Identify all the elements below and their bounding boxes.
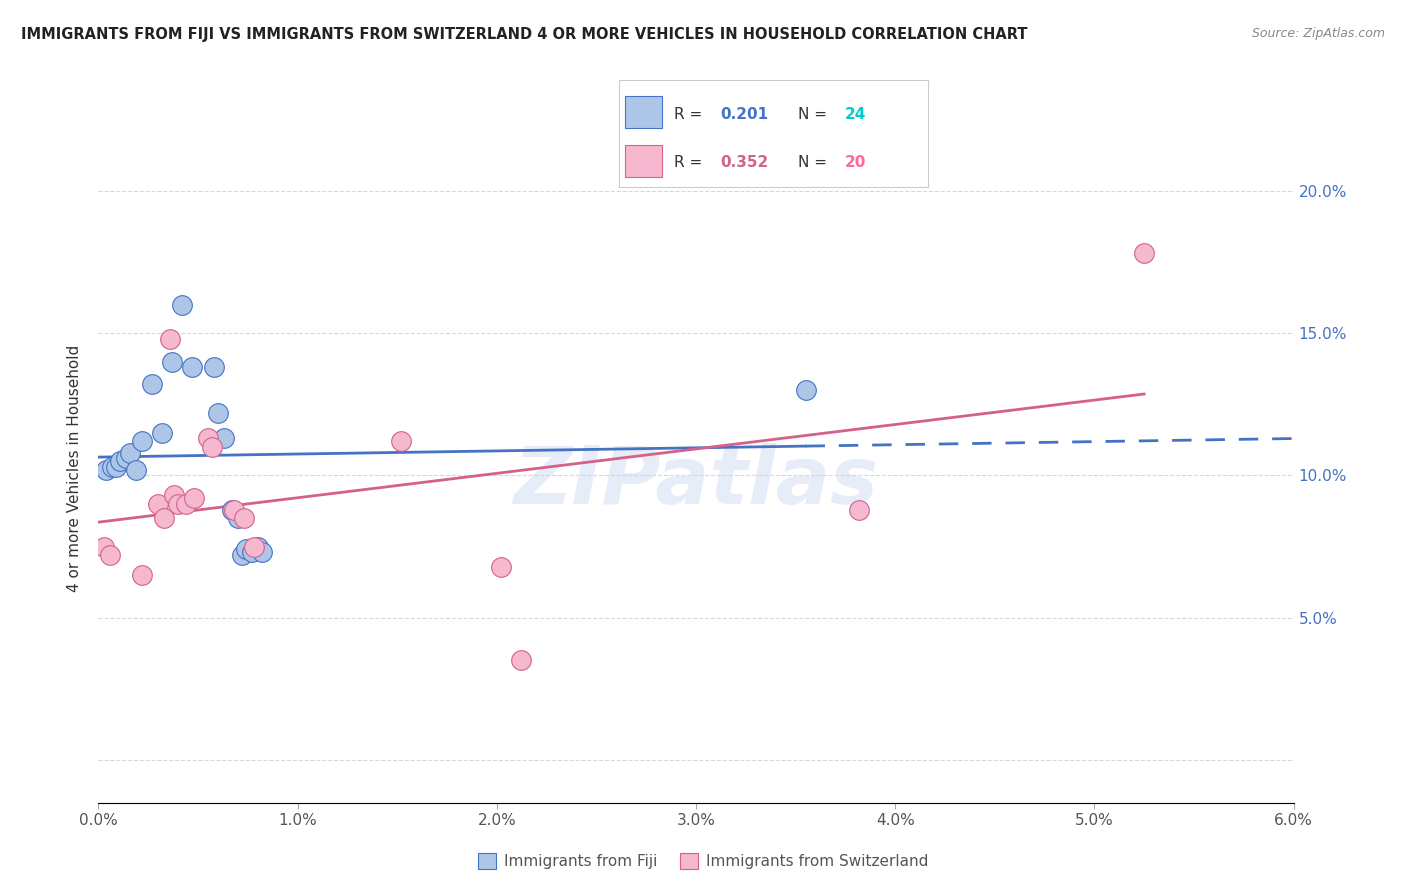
FancyBboxPatch shape [624,96,662,128]
Text: IMMIGRANTS FROM FIJI VS IMMIGRANTS FROM SWITZERLAND 4 OR MORE VEHICLES IN HOUSEH: IMMIGRANTS FROM FIJI VS IMMIGRANTS FROM … [21,27,1028,42]
Point [235,542,257,557]
Text: 24: 24 [845,107,866,122]
Point [1133,246,1156,260]
Point [212,431,235,445]
Text: ZIPatlas: ZIPatlas [513,442,879,521]
Point [489,559,512,574]
FancyBboxPatch shape [624,145,662,177]
Point [141,377,163,392]
Point [115,451,138,466]
Point [197,431,219,445]
Point [231,548,253,562]
Point [110,454,132,468]
Point [131,434,153,449]
Point [243,540,266,554]
Point [250,545,273,559]
Point [246,540,269,554]
Point [159,332,181,346]
Point [222,502,245,516]
Point [105,459,128,474]
Legend: Immigrants from Fiji, Immigrants from Switzerland: Immigrants from Fiji, Immigrants from Sw… [471,847,935,875]
Text: R =: R = [675,107,707,122]
Point [240,545,263,559]
Point [389,434,412,449]
Point [120,445,142,459]
Point [96,463,118,477]
Point [93,540,115,554]
Point [207,406,229,420]
Text: Source: ZipAtlas.com: Source: ZipAtlas.com [1251,27,1385,40]
Point [226,511,249,525]
Point [163,488,186,502]
Point [794,383,817,397]
Point [174,497,197,511]
Point [201,440,224,454]
Point [232,511,254,525]
Point [150,425,173,440]
Text: R =: R = [675,155,707,170]
Point [172,297,194,311]
Point [101,459,124,474]
Point [181,360,204,375]
Point [167,497,190,511]
Text: 20: 20 [845,155,866,170]
Point [848,502,870,516]
Text: N =: N = [799,155,832,170]
Text: 0.352: 0.352 [721,155,769,170]
Point [202,360,225,375]
Point [125,463,148,477]
Point [221,502,243,516]
Point [509,653,531,667]
Y-axis label: 4 or more Vehicles in Household: 4 or more Vehicles in Household [67,344,83,592]
Point [148,497,170,511]
Point [160,354,183,368]
Point [131,568,153,582]
Text: 0.201: 0.201 [721,107,769,122]
Text: N =: N = [799,107,832,122]
Point [98,548,122,562]
Point [183,491,205,506]
Point [153,511,176,525]
